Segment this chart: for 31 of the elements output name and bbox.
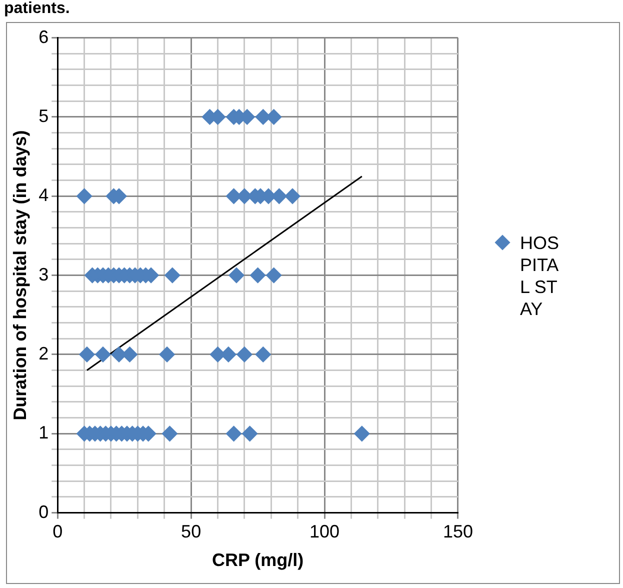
x-tick-label: 100	[310, 522, 340, 542]
point	[255, 346, 271, 362]
y-axis-title: Duration of hospital stay (in days)	[10, 130, 30, 420]
point	[162, 426, 178, 442]
y-tick-label: 1	[38, 422, 49, 443]
point	[95, 346, 111, 362]
point	[76, 188, 92, 204]
point	[164, 268, 180, 284]
y-tick-label: 6	[38, 26, 49, 47]
x-tick-label: 50	[181, 522, 202, 542]
point	[226, 426, 242, 442]
x-tick-label: 150	[442, 522, 474, 542]
y-tick-label: 0	[38, 502, 49, 522]
y-tick-label: 5	[38, 106, 49, 126]
point	[250, 268, 266, 284]
y-tick-label: 3	[38, 264, 49, 284]
point	[284, 188, 300, 204]
point	[228, 268, 244, 284]
x-axis-title: CRP (mg/l)	[212, 550, 304, 570]
point	[159, 346, 175, 362]
y-tick-label: 2	[38, 343, 49, 364]
point	[242, 426, 258, 442]
chart-title: patients.	[4, 0, 70, 18]
y-tick-label: 4	[38, 185, 49, 206]
point	[266, 109, 282, 125]
x-tick-label: 0	[52, 522, 63, 542]
point	[266, 268, 282, 284]
point	[79, 346, 95, 362]
point	[354, 426, 370, 442]
legend-label: HOSPITAL STAY	[520, 232, 560, 320]
point	[236, 346, 252, 362]
